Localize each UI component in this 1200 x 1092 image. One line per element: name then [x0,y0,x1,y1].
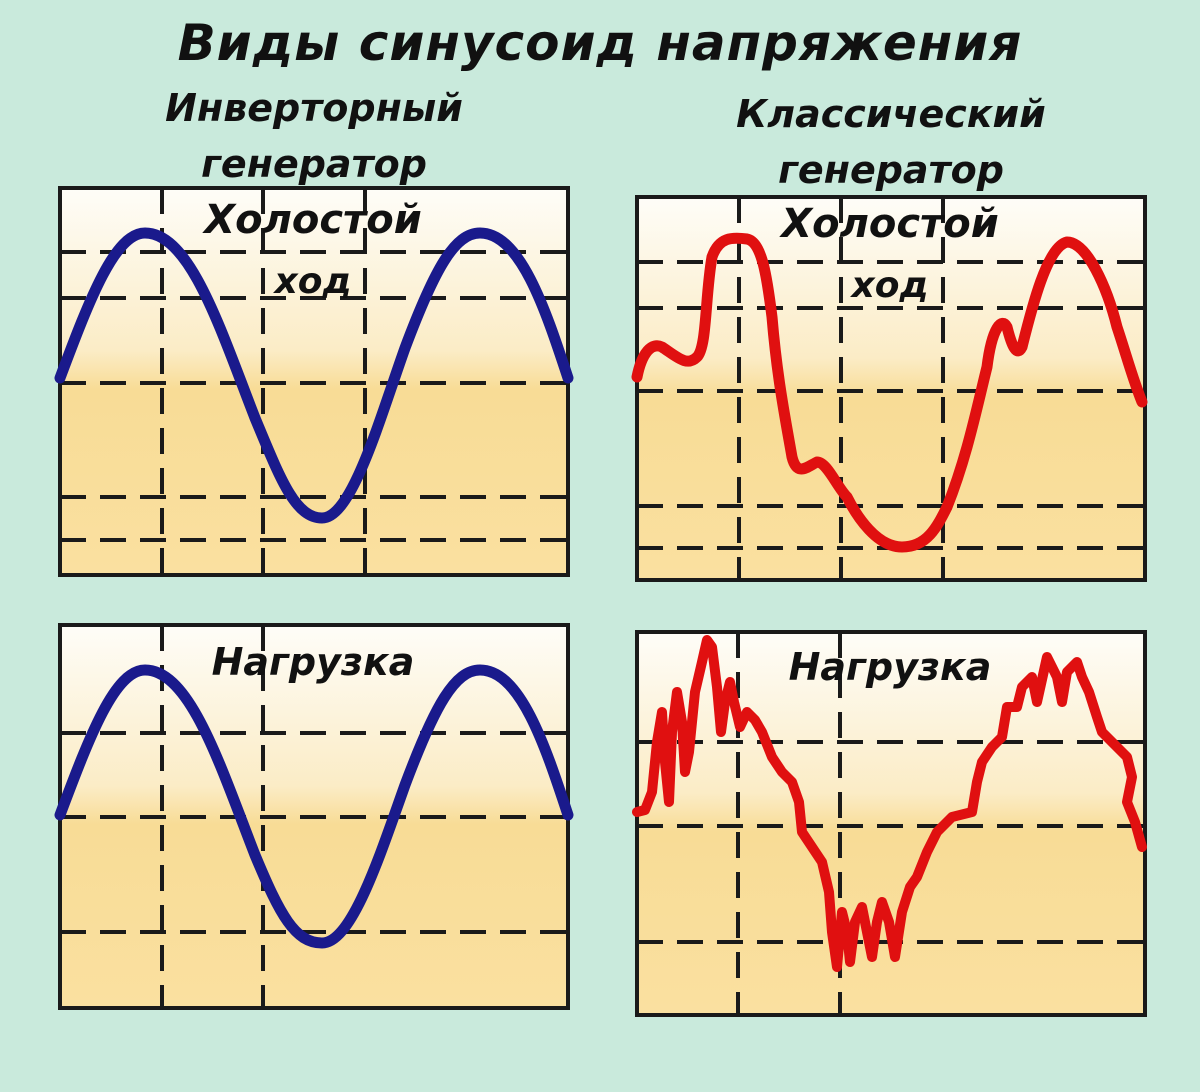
grid-lines [637,197,1145,580]
grid-lines [60,625,568,1008]
heading-line-1: Инверторный [165,86,463,130]
classic-idle-oscillogram: Холостой ход [631,195,1148,582]
panel-label-line1: Холостой [778,201,999,247]
inverter-generator-heading: Инверторный генератор [60,80,568,192]
panel-label-line1: Холостой [201,197,422,243]
heading-line-2: генератор [201,142,427,186]
panel-label-line2: ход [849,265,928,306]
classic-noisy-curve [632,635,1147,972]
heading-line-1: Классический [736,92,1046,136]
classic-load-oscillogram: Нагрузка [632,630,1147,1017]
classic-distorted-curve [631,232,1148,553]
inverter-sine-curve [54,664,574,949]
classic-generator-heading: Классический генератор [637,86,1145,198]
grid-lines [60,188,568,575]
inverter-load-oscillogram: Нагрузка [54,623,574,1010]
main-title: Виды синусоид напряжения [177,14,1023,72]
heading-line-2: генератор [778,148,1004,192]
panel-label-line2: ход [272,261,351,302]
inverter-sine-curve [54,227,574,524]
inverter-idle-oscillogram: Холостой ход [54,186,574,577]
panel-label: Нагрузка [789,645,992,689]
panel-label: Нагрузка [212,640,415,684]
